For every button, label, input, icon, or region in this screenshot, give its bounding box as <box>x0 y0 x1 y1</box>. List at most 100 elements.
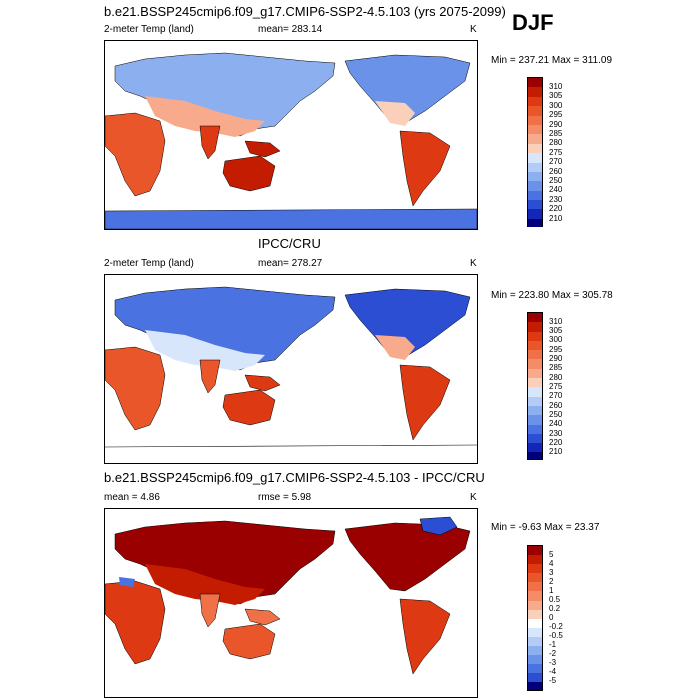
cb3-tick: 2 <box>549 577 554 586</box>
cb2-tick: 275 <box>549 382 563 391</box>
south-america <box>399 130 451 207</box>
antarctica-outline <box>105 444 477 448</box>
panel1-colorbar <box>527 77 543 227</box>
panel3-rmse-label: rmse = <box>258 492 289 503</box>
north-america <box>344 288 471 358</box>
cb3-tick: -2 <box>549 649 557 658</box>
cb1-tick: 230 <box>549 195 563 204</box>
north-america-south <box>375 101 415 126</box>
australia <box>222 623 276 660</box>
australia <box>222 389 276 426</box>
cb3-tick: -0.2 <box>549 622 563 631</box>
cb3-tick: -1 <box>549 640 557 649</box>
cb3-tick: 1 <box>549 586 554 595</box>
cb1-tick: 310 <box>549 82 563 91</box>
cb2-tick: 295 <box>549 345 563 354</box>
panel2-colorbar <box>527 312 543 460</box>
panel3-map-svg <box>105 516 471 675</box>
cb2-tick: 230 <box>549 429 563 438</box>
cb2-tick: 300 <box>549 335 563 344</box>
cb3-tick: 0.2 <box>549 604 561 613</box>
india <box>199 125 221 160</box>
cb1-tick: 210 <box>549 214 563 223</box>
panel2-title: IPCC/CRU <box>258 236 321 251</box>
australia <box>222 155 276 192</box>
north-america <box>344 522 471 592</box>
cb3-tick: -0.5 <box>549 631 563 640</box>
se-asia <box>244 608 281 626</box>
panel2-map-svg <box>105 286 477 448</box>
cb3-tick: -3 <box>549 658 557 667</box>
panel1-units: K <box>470 24 477 35</box>
cb1-tick: 270 <box>549 157 563 166</box>
panel2-map <box>104 274 478 464</box>
panel1-mean: mean= 283.14 <box>258 24 322 35</box>
cb1-tick: 285 <box>549 129 563 138</box>
cb2-tick: 280 <box>549 373 563 382</box>
panel3-map <box>104 508 478 698</box>
se-asia <box>244 374 281 392</box>
season-label: DJF <box>512 10 554 35</box>
cb2-tick: 220 <box>549 438 563 447</box>
cb1-tick: 300 <box>549 101 563 110</box>
panel1-mean-label: mean= <box>258 24 289 35</box>
cb2-tick: 270 <box>549 391 563 400</box>
panel1-minmax: Min = 237.21 Max = 311.09 <box>491 55 613 66</box>
panel2-mean-value: 278.27 <box>291 258 323 269</box>
north-america <box>344 54 471 124</box>
cb3-tick: 0 <box>549 613 554 622</box>
cb3-tick: 3 <box>549 568 554 577</box>
panel3-minmax: Min = -9.63 Max = 23.37 <box>491 522 600 533</box>
cb2-tick: 305 <box>549 326 563 335</box>
cb1-tick: 260 <box>549 167 563 176</box>
eurasia-south <box>145 96 265 137</box>
panel2-minmax: Min = 223.80 Max = 305.78 <box>491 290 613 301</box>
cb1-tick: 280 <box>549 138 563 147</box>
cb2-tick: 285 <box>549 363 563 372</box>
south-america <box>399 598 451 675</box>
panel2-mean-label: mean= <box>258 258 289 269</box>
cb2-tick: 260 <box>549 401 563 410</box>
cb3-tick: 4 <box>549 559 554 568</box>
panel3-colorbar <box>527 545 543 691</box>
cb2-tick: 310 <box>549 317 563 326</box>
panel3-units: K <box>470 492 477 503</box>
africa <box>105 346 166 431</box>
se-asia <box>244 140 281 158</box>
panel2-mean: mean= 278.27 <box>258 258 322 269</box>
cb1-tick: 305 <box>549 91 563 100</box>
africa-cold-patch <box>119 577 135 587</box>
panel3-rmse: rmse = 5.98 <box>258 492 311 503</box>
panel3-title: b.e21.BSSP245cmip6.f09_g17.CMIP6-SSP2-4.… <box>104 470 485 485</box>
panel1-variable-label: 2-meter Temp (land) <box>104 24 194 35</box>
antarctica <box>105 208 477 229</box>
cb1-tick: 250 <box>549 176 563 185</box>
panel3-rmse-value: 5.98 <box>291 492 312 503</box>
cb2-tick: 240 <box>549 419 563 428</box>
panel3-mean: mean = 4.86 <box>104 492 160 503</box>
eurasia-south <box>145 564 265 605</box>
panel1-map-svg <box>105 52 477 229</box>
india <box>199 359 221 394</box>
cb1-tick: 290 <box>549 120 563 129</box>
cb3-tick: 0.5 <box>549 595 561 604</box>
cb2-tick: 210 <box>549 447 563 456</box>
panel1-title: b.e21.BSSP245cmip6.f09_g17.CMIP6-SSP2-4.… <box>104 4 506 19</box>
panel2-units: K <box>470 258 477 269</box>
eurasia-south <box>145 330 265 371</box>
africa <box>105 112 166 197</box>
cb1-tick: 295 <box>549 110 563 119</box>
cb1-tick: 240 <box>549 185 563 194</box>
south-america <box>399 364 451 441</box>
north-america-south <box>375 335 415 360</box>
panel1-map <box>104 40 478 230</box>
cb2-tick: 250 <box>549 410 563 419</box>
greenland-cold <box>419 516 458 536</box>
cb1-tick: 275 <box>549 148 563 157</box>
india <box>199 593 221 628</box>
panel2-variable-label: 2-meter Temp (land) <box>104 258 194 269</box>
cb3-tick: 5 <box>549 550 554 559</box>
cb3-tick: -4 <box>549 667 557 676</box>
cb1-tick: 220 <box>549 204 563 213</box>
panel1-mean-value: 283.14 <box>291 24 323 35</box>
